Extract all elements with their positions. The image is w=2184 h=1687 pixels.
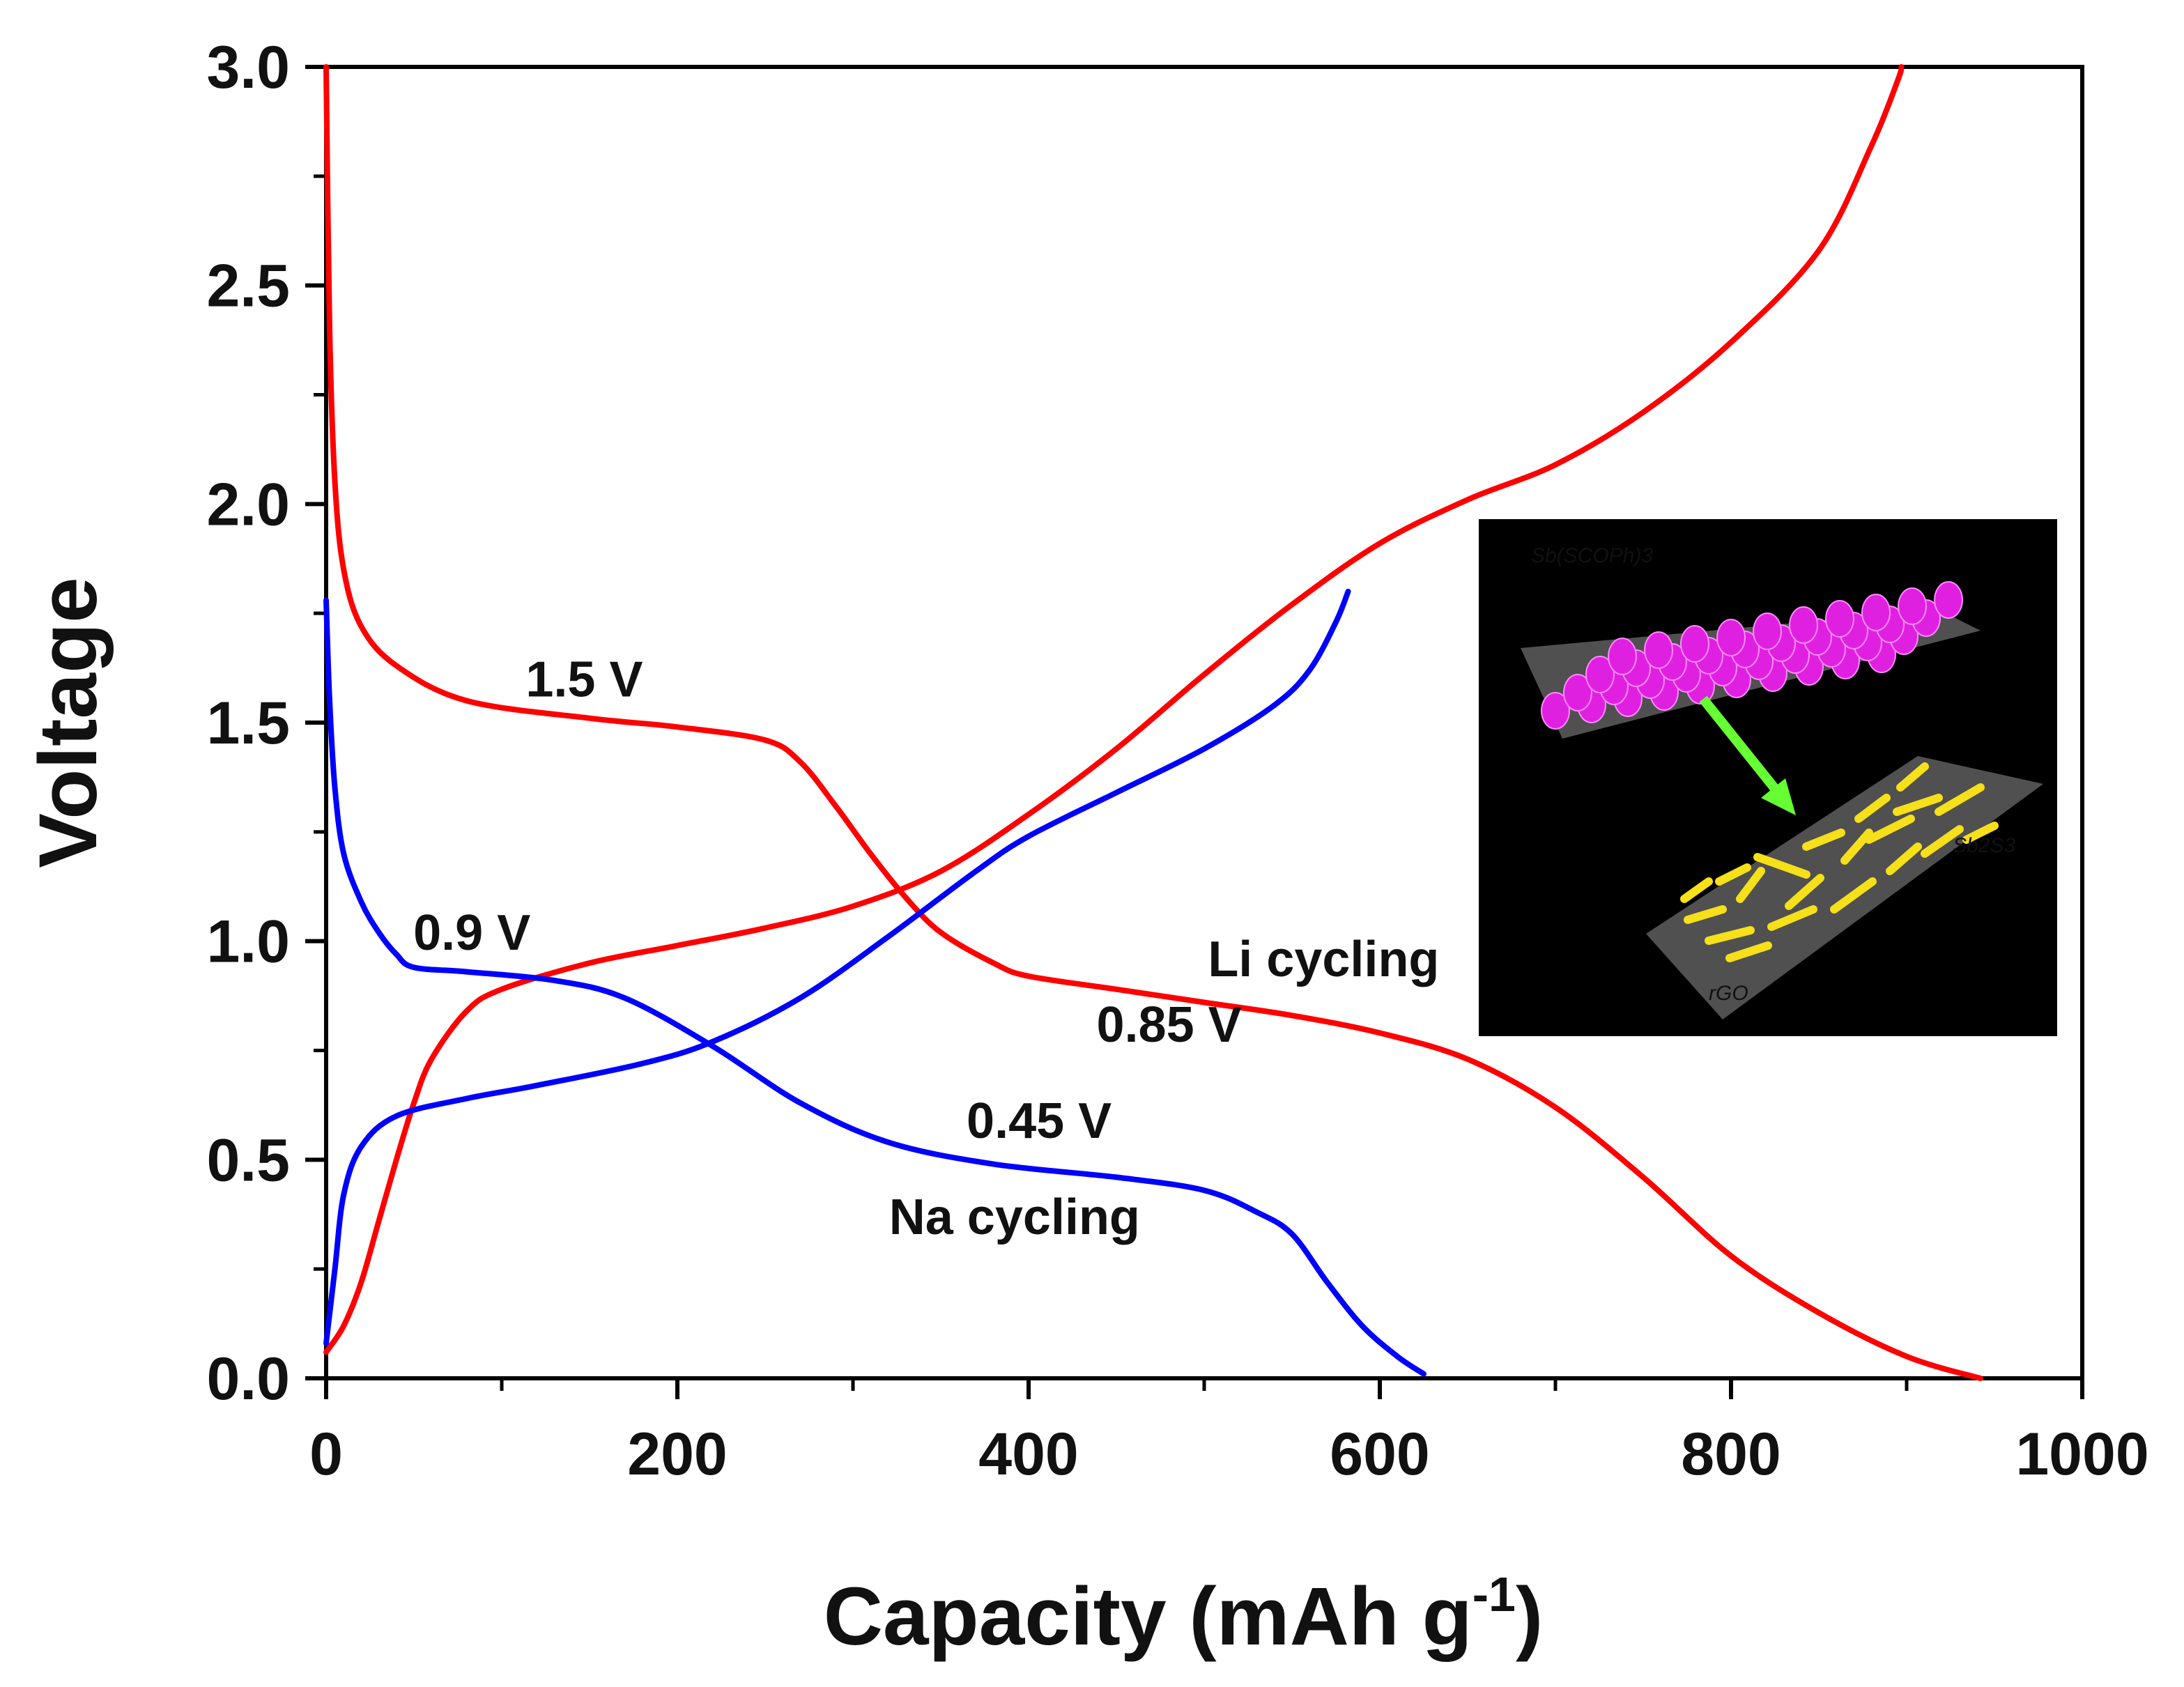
x-axis-label-close: ): [1516, 1571, 1543, 1663]
precursor-sphere: [1541, 692, 1570, 730]
inset-label-precursor: Sb(SCOPh)3: [1531, 544, 1653, 567]
precursor-sphere: [1825, 600, 1854, 638]
x-tick-label: 1000: [2015, 1421, 2148, 1488]
product-rod: [1715, 863, 1751, 886]
series-na-charge: [323, 588, 1351, 1346]
y-tick-label: 3.0: [206, 34, 290, 101]
precursor-sphere: [1789, 606, 1818, 644]
annotation-label: 1.5 V: [525, 652, 643, 707]
product-rod: [1886, 842, 1922, 875]
series-group: [323, 64, 1983, 1381]
product-rod: [1865, 815, 1915, 844]
y-tick-label: 1.5: [206, 690, 290, 757]
precursor-sphere: [1898, 587, 1927, 625]
x-tick-label: 800: [1681, 1421, 1781, 1488]
x-tick-label: 0: [309, 1421, 343, 1488]
y-tick-label: 1.0: [206, 909, 290, 976]
synthesis-schematic-inset: Sb(SCOPh)3 Sb2S3 rGO: [1479, 519, 2057, 1036]
product-rod: [1736, 867, 1765, 903]
x-axis-label: Capacity (mAh g-1): [824, 1567, 1544, 1663]
x-tick-label: 200: [627, 1421, 728, 1488]
series-li-discharge: [323, 64, 1983, 1381]
precursor-sphere: [1861, 594, 1891, 631]
series-na-discharge: [323, 597, 1426, 1377]
annotation-label: Na cycling: [889, 1189, 1140, 1245]
x-axis-label-superscript: -1: [1472, 1567, 1516, 1621]
precursor-sphere: [1585, 656, 1615, 693]
product-rod: [1893, 794, 1943, 816]
product-rod: [1921, 825, 1964, 858]
x-tick-label: 400: [978, 1421, 1079, 1488]
product-rod: [1840, 829, 1873, 865]
x-axis-label-main: Capacity (mAh g: [824, 1571, 1472, 1663]
product-rod: [1896, 762, 1929, 792]
product-rod: [1684, 905, 1727, 924]
x-tick-label: 600: [1330, 1421, 1430, 1488]
annotations: 1.5 V 0.9 V Li cycling 0.85 V 0.45 V Na cycli…: [413, 652, 1439, 1245]
product-rod: [1802, 829, 1845, 851]
product-rod: [1854, 794, 1891, 823]
series-li-charge: [323, 64, 1905, 1355]
product-rod: [1680, 877, 1713, 903]
product-rod: [1785, 874, 1824, 910]
precursor-sphere: [1563, 674, 1592, 711]
y-tick-label: 0.5: [206, 1127, 290, 1194]
product-rod: [1767, 905, 1817, 931]
product-rod: [1705, 926, 1755, 945]
precursor-sphere: [1753, 613, 1782, 650]
arrow-shaft: [1699, 695, 1783, 796]
annotation-label: Li cycling: [1208, 932, 1439, 987]
arrow-head: [1761, 778, 1796, 815]
inset-label-substrate: rGO: [1709, 982, 1748, 1005]
precursor-sphere: [1644, 631, 1673, 669]
annotation-label: 0.9 V: [413, 905, 530, 961]
y-axis-label: Voltage: [22, 577, 114, 868]
precursor-sphere: [1680, 625, 1709, 663]
product-rod: [1753, 853, 1810, 879]
product-rod: [1962, 822, 1999, 844]
y-tick-label: 2.5: [206, 253, 290, 320]
annotation-label: 0.85 V: [1097, 997, 1242, 1053]
precursor-sphere: [1608, 638, 1637, 675]
axis-ticks: 0 200 400 600 800 1000 0.0 0.5 1.0 1.5 2.0 2.5 3.0: [206, 34, 2148, 1488]
plot-area: 0 200 400 600 800 1000 0.0 0.5 1.0 1.5 2.0 2.5 3.0 1…: [206, 34, 2148, 1488]
annotation-label: 0.45 V: [967, 1093, 1112, 1149]
product-rod: [1725, 941, 1772, 962]
precursor-sphere: [1934, 581, 1963, 619]
product-rod: [1830, 877, 1877, 914]
product-rod: [1935, 783, 1985, 816]
y-tick-label: 2.0: [206, 471, 290, 538]
precursor-sphere: [1716, 619, 1746, 656]
inset-label-product: Sb2S3: [1953, 834, 2015, 857]
y-tick-label: 0.0: [206, 1346, 290, 1412]
